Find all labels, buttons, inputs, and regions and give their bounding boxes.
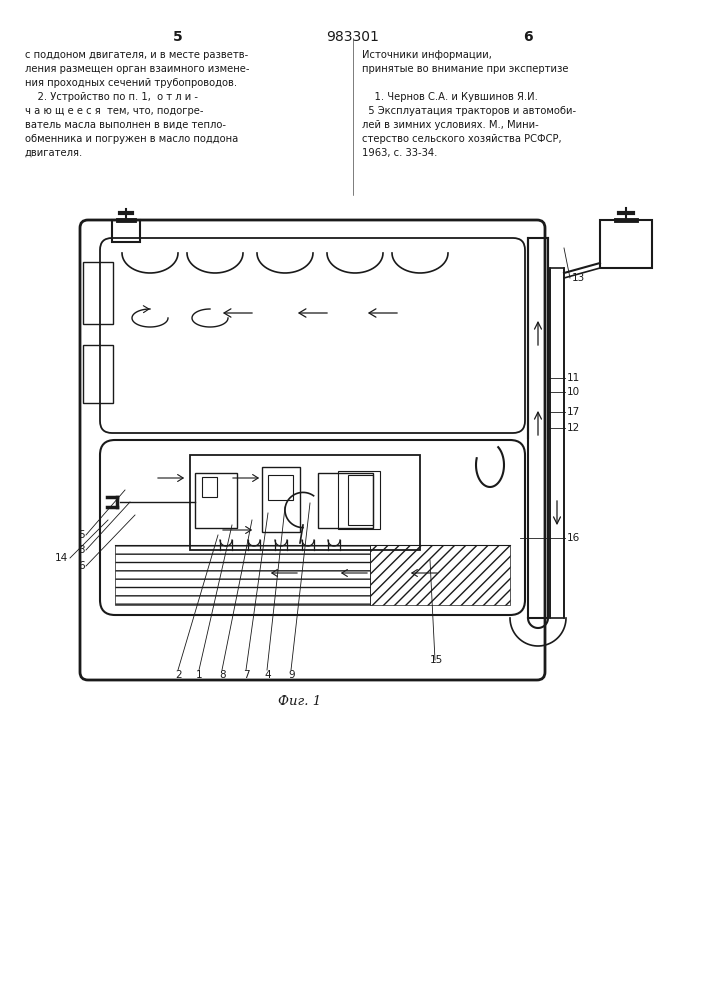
Bar <box>115 545 370 605</box>
Text: 2. Устройство по п. 1,  о т л и -: 2. Устройство по п. 1, о т л и - <box>25 92 198 102</box>
Text: ватель масла выполнен в виде тепло-: ватель масла выполнен в виде тепло- <box>25 120 226 130</box>
Bar <box>370 545 510 605</box>
Text: 1963, с. 33-34.: 1963, с. 33-34. <box>362 148 438 158</box>
Text: 9: 9 <box>288 670 295 680</box>
Text: Источники информации,: Источники информации, <box>362 50 492 60</box>
Text: двигателя.: двигателя. <box>25 148 83 158</box>
Bar <box>528 238 548 618</box>
Bar <box>202 477 217 497</box>
Text: 13: 13 <box>572 273 585 283</box>
Text: 14: 14 <box>55 553 69 563</box>
Bar <box>318 473 373 528</box>
Text: 15: 15 <box>430 655 443 665</box>
Text: 6: 6 <box>78 561 85 571</box>
Bar <box>112 220 140 242</box>
Text: 16: 16 <box>567 533 580 543</box>
Text: обменника и погружен в масло поддона: обменника и погружен в масло поддона <box>25 134 238 144</box>
Bar <box>83 345 113 403</box>
Text: 2: 2 <box>175 670 182 680</box>
Text: 11: 11 <box>567 373 580 383</box>
Text: 1. Чернов С.А. и Кувшинов Я.И.: 1. Чернов С.А. и Кувшинов Я.И. <box>362 92 538 102</box>
Bar <box>195 473 237 528</box>
Text: лей в зимних условиях. М., Мини-: лей в зимних условиях. М., Мини- <box>362 120 539 130</box>
Text: 4: 4 <box>264 670 271 680</box>
Text: Фиг. 1: Фиг. 1 <box>279 695 322 708</box>
Text: 10: 10 <box>567 387 580 397</box>
Text: 7: 7 <box>243 670 250 680</box>
Bar <box>338 471 380 529</box>
Text: ч а ю щ е е с я  тем, что, подогре-: ч а ю щ е е с я тем, что, подогре- <box>25 106 204 116</box>
Text: 12: 12 <box>567 423 580 433</box>
Text: ления размещен орган взаимного измене-: ления размещен орган взаимного измене- <box>25 64 250 74</box>
Text: ния проходных сечений трубопроводов.: ния проходных сечений трубопроводов. <box>25 78 237 88</box>
Text: с поддоном двигателя, и в месте разветв-: с поддоном двигателя, и в месте разветв- <box>25 50 248 60</box>
Text: 5 Эксплуатация тракторов и автомоби-: 5 Эксплуатация тракторов и автомоби- <box>362 106 576 116</box>
Text: 983301: 983301 <box>327 30 380 44</box>
Bar <box>550 268 564 618</box>
Text: 5: 5 <box>173 30 183 44</box>
Bar <box>190 455 420 550</box>
Text: 6: 6 <box>523 30 533 44</box>
Bar <box>268 475 293 500</box>
Bar <box>600 220 652 268</box>
Bar <box>348 475 373 525</box>
Text: 8: 8 <box>219 670 226 680</box>
Bar <box>262 467 300 532</box>
Text: 3: 3 <box>78 545 85 555</box>
Text: принятые во внимание при экспертизе: принятые во внимание при экспертизе <box>362 64 568 74</box>
Text: 1: 1 <box>196 670 203 680</box>
Text: 5: 5 <box>78 530 85 540</box>
Text: стерство сельского хозяйства РСФСР,: стерство сельского хозяйства РСФСР, <box>362 134 561 144</box>
Text: 17: 17 <box>567 407 580 417</box>
Bar <box>83 262 113 324</box>
